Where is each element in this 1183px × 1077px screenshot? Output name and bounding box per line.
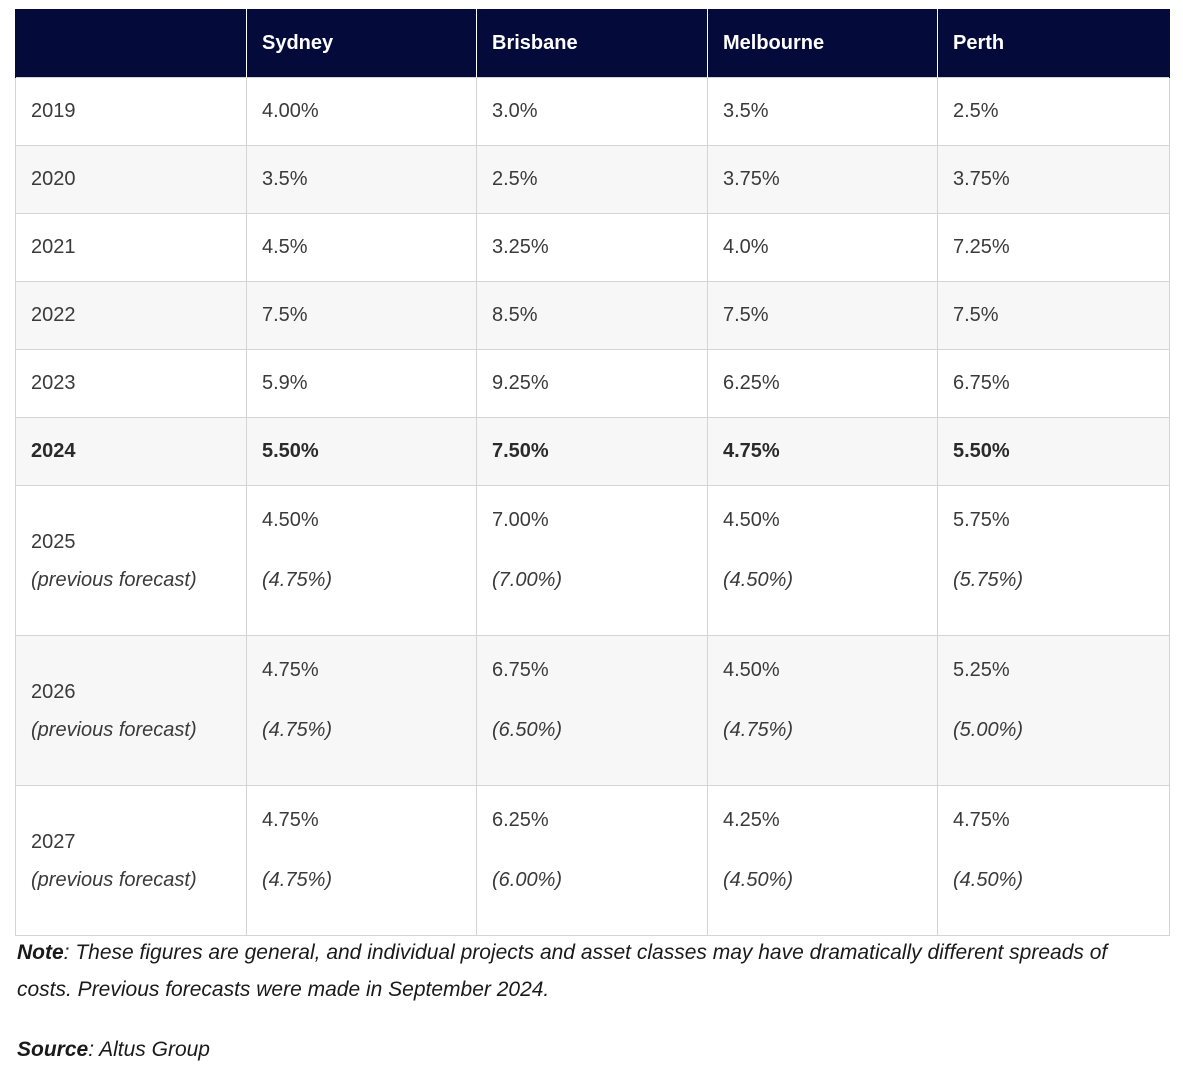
value-cell: 4.75% — [707, 417, 938, 486]
value-cell: 6.75% — [937, 349, 1170, 418]
value-cell: 2.5% — [937, 77, 1170, 146]
table-row: 2021 4.5% 3.25% 4.0% 7.25% — [15, 213, 1170, 282]
year-cell: 2023 — [15, 349, 247, 418]
table-row: 2023 5.9% 9.25% 6.25% 6.75% — [15, 349, 1170, 418]
value-cell: 6.25% — [707, 349, 938, 418]
table-row: 2020 3.5% 2.5% 3.75% 3.75% — [15, 145, 1170, 214]
previous-forecast-value: (4.75%) — [262, 569, 333, 591]
year-cell: 2022 — [15, 281, 247, 350]
forecast-value: 4.50% — [262, 509, 319, 531]
year-label: 2027 — [31, 830, 76, 853]
value-cell: 4.75% (4.75%) — [246, 635, 477, 786]
previous-forecast-value: (4.50%) — [723, 569, 794, 591]
previous-forecast-value: (4.50%) — [953, 869, 1024, 891]
table-row: 2019 4.00% 3.0% 3.5% 2.5% — [15, 77, 1170, 146]
forecast-value: 6.25% — [492, 809, 549, 831]
value-cell: 6.25% (6.00%) — [476, 785, 708, 936]
note-paragraph: Note: These figures are general, and ind… — [17, 934, 1167, 1008]
forecast-value: 4.25% — [723, 809, 780, 831]
previous-forecast-value: (5.00%) — [953, 719, 1024, 741]
year-cell: 2027 (previous forecast) — [15, 785, 247, 936]
table-row-forecast: 2026 (previous forecast) 4.75% (4.75%) 6… — [15, 635, 1170, 786]
header-melbourne: Melbourne — [707, 9, 938, 78]
year-cell: 2019 — [15, 77, 247, 146]
forecast-value: 4.75% — [262, 809, 319, 831]
header-perth: Perth — [937, 9, 1170, 78]
value-cell: 4.75% (4.75%) — [246, 785, 477, 936]
year-cell: 2026 (previous forecast) — [15, 635, 247, 786]
forecast-value: 4.50% — [723, 659, 780, 681]
value-cell: 5.9% — [246, 349, 477, 418]
forecast-value: 6.75% — [492, 659, 549, 681]
value-cell: 4.00% — [246, 77, 477, 146]
header-brisbane: Brisbane — [476, 9, 708, 78]
note-label: Note — [17, 941, 64, 964]
value-cell: 7.50% — [476, 417, 708, 486]
previous-forecast-value: (4.75%) — [723, 719, 794, 741]
source-paragraph: Source: Altus Group — [17, 1031, 210, 1068]
value-cell: 3.25% — [476, 213, 708, 282]
previous-forecast-value: (6.00%) — [492, 869, 563, 891]
value-cell: 7.5% — [707, 281, 938, 350]
previous-forecast-value: (6.50%) — [492, 719, 563, 741]
forecast-value: 4.75% — [953, 809, 1010, 831]
year-cell: 2025 (previous forecast) — [15, 485, 247, 636]
value-cell: 4.0% — [707, 213, 938, 282]
forecast-value: 5.75% — [953, 509, 1010, 531]
value-cell: 8.5% — [476, 281, 708, 350]
forecast-value: 5.25% — [953, 659, 1010, 681]
value-cell: 5.25% (5.00%) — [937, 635, 1170, 786]
note-text: : These figures are general, and individ… — [17, 941, 1108, 1001]
previous-forecast-value: (4.75%) — [262, 869, 333, 891]
year-cell: 2021 — [15, 213, 247, 282]
table-header-row: Sydney Brisbane Melbourne Perth — [15, 9, 1170, 78]
value-cell: 5.50% — [246, 417, 477, 486]
previous-forecast-label: (previous forecast) — [31, 568, 197, 591]
year-cell: 2024 — [15, 417, 247, 486]
value-cell: 4.50% (4.75%) — [707, 635, 938, 786]
value-cell: 3.5% — [707, 77, 938, 146]
forecast-value: 4.50% — [723, 509, 780, 531]
header-sydney: Sydney — [246, 9, 477, 78]
value-cell: 9.25% — [476, 349, 708, 418]
year-label: 2025 — [31, 530, 76, 553]
previous-forecast-value: (5.75%) — [953, 569, 1024, 591]
value-cell: 4.5% — [246, 213, 477, 282]
value-cell: 6.75% (6.50%) — [476, 635, 708, 786]
table-row: 2022 7.5% 8.5% 7.5% 7.5% — [15, 281, 1170, 350]
value-cell: 5.75% (5.75%) — [937, 485, 1170, 636]
table-row-current-year: 2024 5.50% 7.50% 4.75% 5.50% — [15, 417, 1170, 486]
table-row-forecast: 2027 (previous forecast) 4.75% (4.75%) 6… — [15, 785, 1170, 936]
value-cell: 4.50% (4.75%) — [246, 485, 477, 636]
value-cell: 7.5% — [246, 281, 477, 350]
previous-forecast-value: (7.00%) — [492, 569, 563, 591]
previous-forecast-value: (4.50%) — [723, 869, 794, 891]
value-cell: 7.5% — [937, 281, 1170, 350]
value-cell: 4.75% (4.50%) — [937, 785, 1170, 936]
value-cell: 4.25% (4.50%) — [707, 785, 938, 936]
previous-forecast-value: (4.75%) — [262, 719, 333, 741]
value-cell: 7.25% — [937, 213, 1170, 282]
value-cell: 4.50% (4.50%) — [707, 485, 938, 636]
year-cell: 2020 — [15, 145, 247, 214]
header-corner — [15, 9, 247, 78]
source-label: Source — [17, 1038, 89, 1061]
previous-forecast-label: (previous forecast) — [31, 718, 197, 741]
source-text: : Altus Group — [88, 1038, 210, 1061]
value-cell: 2.5% — [476, 145, 708, 214]
value-cell: 3.75% — [707, 145, 938, 214]
previous-forecast-label: (previous forecast) — [31, 868, 197, 891]
value-cell: 3.5% — [246, 145, 477, 214]
forecast-value: 7.00% — [492, 509, 549, 531]
table-row-forecast: 2025 (previous forecast) 4.50% (4.75%) 7… — [15, 485, 1170, 636]
forecast-value: 4.75% — [262, 659, 319, 681]
value-cell: 7.00% (7.00%) — [476, 485, 708, 636]
value-cell: 5.50% — [937, 417, 1170, 486]
year-label: 2026 — [31, 680, 76, 703]
escalation-table: Sydney Brisbane Melbourne Perth 2019 4.0… — [15, 9, 1170, 936]
value-cell: 3.0% — [476, 77, 708, 146]
value-cell: 3.75% — [937, 145, 1170, 214]
